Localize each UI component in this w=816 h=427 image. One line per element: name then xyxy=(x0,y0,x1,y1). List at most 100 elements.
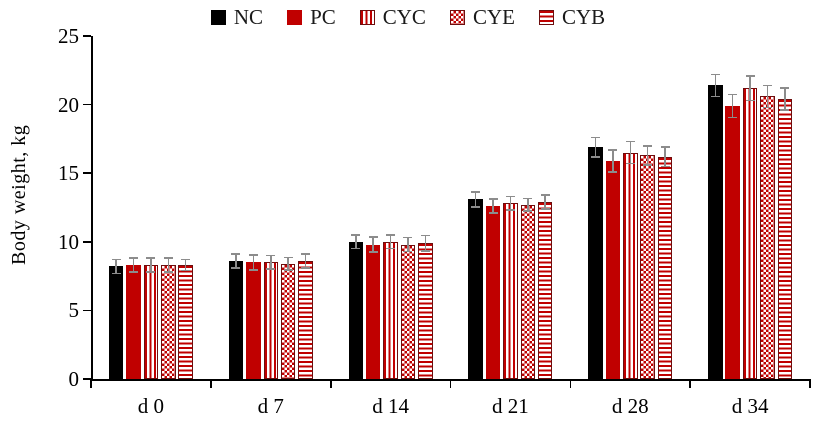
error-bar-cap-top xyxy=(403,236,413,239)
y-tick-label: 20 xyxy=(58,92,79,117)
error-bar-line xyxy=(389,234,392,249)
bar-cyb-d34 xyxy=(777,99,793,379)
error-bar-line xyxy=(184,259,187,271)
error-bar-cap-top xyxy=(523,197,533,200)
error-bar-cap-top xyxy=(660,146,670,148)
x-tick xyxy=(569,379,572,388)
bar-nc-d7 xyxy=(228,261,244,379)
error-bar-cap-bottom xyxy=(660,165,670,168)
error-bar-line xyxy=(784,88,786,111)
legend-item-cyc: CYC xyxy=(359,5,426,30)
bar-nc-d28 xyxy=(588,147,603,379)
legend-swatch-cyb xyxy=(538,10,554,25)
x-tick xyxy=(449,379,452,388)
error-bar-cap-top xyxy=(231,253,241,255)
x-tick xyxy=(90,379,92,388)
bar-cyc-d0 xyxy=(143,265,159,379)
error-bar-cap-top xyxy=(745,74,755,77)
error-bar-line xyxy=(115,259,117,274)
bar-cye-d14 xyxy=(400,244,416,379)
error-bar-line xyxy=(509,196,512,211)
error-bar-line xyxy=(474,191,477,207)
error-bar-cap-bottom xyxy=(608,171,618,173)
error-bar-line xyxy=(150,258,152,272)
error-bar-line xyxy=(766,85,769,108)
error-bar-cap-top xyxy=(129,257,139,260)
bar-pc-d14 xyxy=(365,244,381,379)
bar-cye-d34 xyxy=(760,96,775,379)
legend-item-cyb: CYB xyxy=(538,5,605,30)
error-bar-cap-top xyxy=(368,236,378,238)
x-tick-label: d 34 xyxy=(731,394,769,418)
y-tick-label: 0 xyxy=(68,367,80,391)
bar-pc-d34 xyxy=(725,105,740,379)
error-bar-line xyxy=(492,199,494,213)
y-tick-label: 10 xyxy=(58,229,79,254)
legend-item-pc: PC xyxy=(287,5,336,30)
error-bar-cap-bottom xyxy=(590,155,600,158)
error-bar-cap-top xyxy=(488,198,498,201)
error-bar-cap-bottom xyxy=(643,164,653,166)
error-bar-line xyxy=(252,254,255,270)
bar-cyb-d7 xyxy=(298,261,313,379)
error-bar-cap-top xyxy=(283,256,293,259)
bar-cyc-d14 xyxy=(383,241,398,379)
error-bar-cap-bottom xyxy=(710,95,720,98)
error-bar-cap-top xyxy=(420,234,430,237)
error-bar-cap-top xyxy=(146,257,156,260)
error-bar-cap-bottom xyxy=(523,210,533,212)
bar-pc-d0 xyxy=(126,265,141,379)
bar-cye-d0 xyxy=(161,265,176,379)
x-tick-label: d 14 xyxy=(372,394,409,418)
error-bar-cap-top xyxy=(505,195,515,198)
error-bar-cap-top xyxy=(540,194,550,196)
x-tick xyxy=(210,379,212,388)
error-bar-line xyxy=(132,258,135,272)
error-bar-cap-top xyxy=(471,190,481,193)
legend-label-pc: PC xyxy=(310,5,336,29)
error-bar-cap-bottom xyxy=(625,162,635,165)
y-tick-label: 5 xyxy=(68,298,80,323)
legend-label-cye: CYE xyxy=(472,5,515,29)
error-bar-cap-top xyxy=(710,73,720,76)
error-bar-cap-bottom xyxy=(762,106,772,109)
error-bar-cap-bottom xyxy=(745,99,755,102)
error-bar-cap-bottom xyxy=(471,206,481,208)
error-bar-line xyxy=(270,255,272,270)
error-bar-cap-bottom xyxy=(351,247,361,250)
error-bar-cap-top xyxy=(608,149,618,151)
error-bar-line xyxy=(629,141,631,164)
error-bar-cap-top xyxy=(386,234,396,236)
y-tick xyxy=(83,378,91,380)
error-bar-cap-top xyxy=(181,258,191,261)
y-tick xyxy=(83,103,91,106)
error-bar-cap-top xyxy=(780,87,790,89)
error-bar-cap-bottom xyxy=(266,268,276,271)
error-bar-cap-bottom xyxy=(301,267,311,269)
x-tick-label: d 7 xyxy=(257,394,284,418)
x-tick-label: d 21 xyxy=(492,394,529,418)
error-bar-cap-bottom xyxy=(111,272,121,275)
error-bar-cap-bottom xyxy=(248,269,258,271)
error-bar-cap-bottom xyxy=(420,249,430,252)
y-tick-label: 25 xyxy=(58,24,79,48)
error-bar-cap-bottom xyxy=(728,116,738,119)
error-bar-line xyxy=(372,236,374,253)
bar-cyc-d7 xyxy=(263,262,278,379)
bar-cyb-d0 xyxy=(178,265,193,379)
error-bar-cap-bottom xyxy=(386,247,396,250)
y-axis-line xyxy=(91,36,93,381)
legend-label-cyc: CYC xyxy=(382,5,426,29)
legend-swatch-pc xyxy=(287,10,303,25)
error-bar-cap-top xyxy=(590,136,600,139)
bar-nc-d34 xyxy=(708,85,723,379)
y-tick-label: 15 xyxy=(58,161,79,186)
y-tick xyxy=(83,35,91,37)
error-bar-cap-bottom xyxy=(488,212,498,214)
error-bar-line xyxy=(424,235,427,251)
y-tick xyxy=(83,172,91,175)
error-bar-cap-bottom xyxy=(181,269,191,272)
chart-legend: NC PC CYC CYE CYB xyxy=(0,5,816,30)
